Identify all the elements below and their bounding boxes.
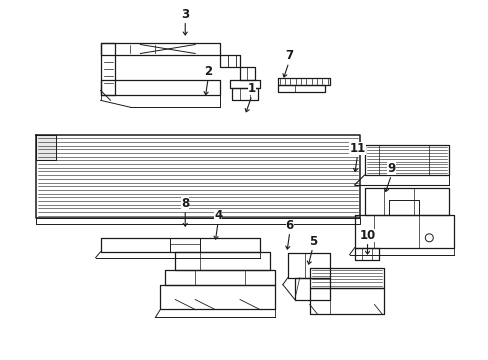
Text: 10: 10 (359, 229, 375, 242)
Text: 7: 7 (284, 49, 292, 62)
Polygon shape (36, 135, 56, 160)
Text: 9: 9 (386, 162, 395, 175)
Text: 6: 6 (285, 219, 293, 232)
Text: 2: 2 (203, 66, 212, 78)
Text: 4: 4 (214, 209, 222, 222)
Text: 1: 1 (247, 82, 256, 95)
Text: 3: 3 (181, 8, 189, 21)
Text: 8: 8 (181, 197, 189, 210)
Text: 5: 5 (308, 235, 316, 248)
Text: 11: 11 (349, 142, 365, 155)
